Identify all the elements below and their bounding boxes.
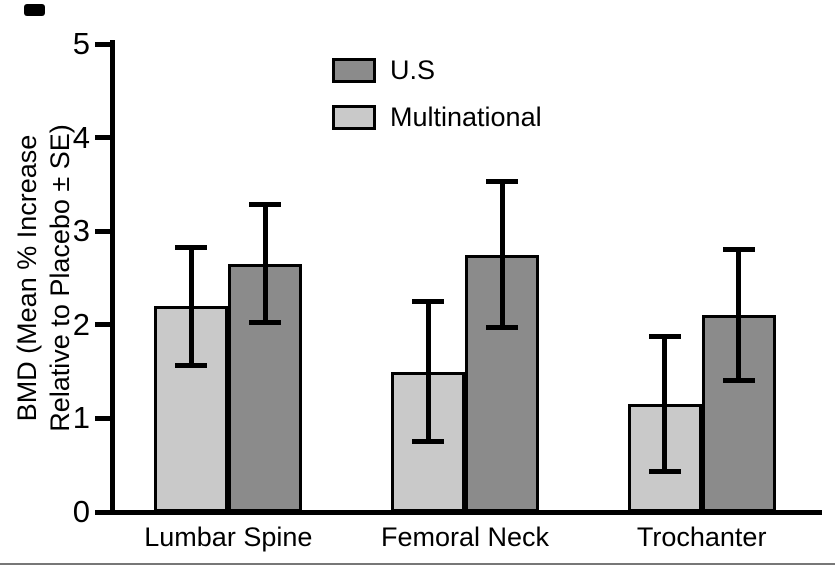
y-axis-line — [110, 40, 115, 515]
error-bar-cap-top — [722, 247, 755, 253]
y-tick-mark — [95, 509, 110, 515]
error-bar-line — [188, 247, 194, 366]
legend: U.S Multinational — [332, 55, 542, 149]
y-tick-mark — [95, 322, 110, 328]
error-bar-line — [499, 181, 505, 328]
y-tick-mark — [95, 135, 110, 141]
x-axis-line — [110, 510, 822, 515]
legend-label-us: U.S — [390, 55, 436, 85]
error-bar-cap-bottom — [412, 439, 444, 445]
error-bar-cap-top — [175, 244, 208, 250]
y-axis-title: BMD (Mean % Increase Relative to Placebo… — [11, 48, 79, 508]
error-bar-cap-bottom — [648, 469, 681, 475]
y-axis-title-line2: Relative to Placebo ± SE) — [45, 124, 75, 432]
crop-artifact-mark — [24, 4, 45, 16]
error-bar-cap-bottom — [722, 378, 755, 384]
error-bar-line — [262, 204, 268, 323]
error-bar-line — [425, 301, 431, 442]
y-tick-mark — [95, 228, 110, 234]
y-tick-label: 3 — [72, 213, 90, 249]
legend-item-multinational: Multinational — [332, 102, 542, 133]
legend-item-us: U.S — [332, 55, 542, 86]
y-tick-label: 1 — [72, 400, 90, 436]
error-bar-cap-top — [648, 334, 681, 340]
legend-swatch-multinational — [332, 105, 376, 130]
error-bar-cap-bottom — [486, 325, 518, 331]
error-bar-cap-top — [486, 179, 518, 185]
y-tick-label: 5 — [72, 26, 90, 61]
legend-label-multinational: Multinational — [390, 102, 542, 132]
error-bar-cap-top — [412, 298, 444, 304]
error-bar-cap-bottom — [249, 320, 282, 326]
figure-bottom-rule — [0, 563, 835, 565]
y-tick-mark — [95, 41, 110, 47]
legend-swatch-us — [332, 58, 376, 83]
y-tick-label: 2 — [72, 306, 90, 342]
category-label: Femoral Neck — [380, 522, 550, 552]
error-bar-cap-top — [249, 202, 282, 208]
error-bar-line — [736, 249, 742, 381]
error-bar-cap-bottom — [175, 362, 208, 368]
error-bar-line — [662, 336, 668, 472]
bar-u-s — [228, 263, 303, 512]
y-tick-mark — [95, 415, 110, 421]
y-tick-label: 0 — [72, 494, 90, 529]
y-axis-title-line1: BMD (Mean % Increase — [12, 134, 42, 422]
category-label: Lumbar Spine — [144, 522, 313, 552]
category-label: Trochanter — [636, 522, 767, 552]
y-tick-label: 4 — [72, 119, 90, 155]
